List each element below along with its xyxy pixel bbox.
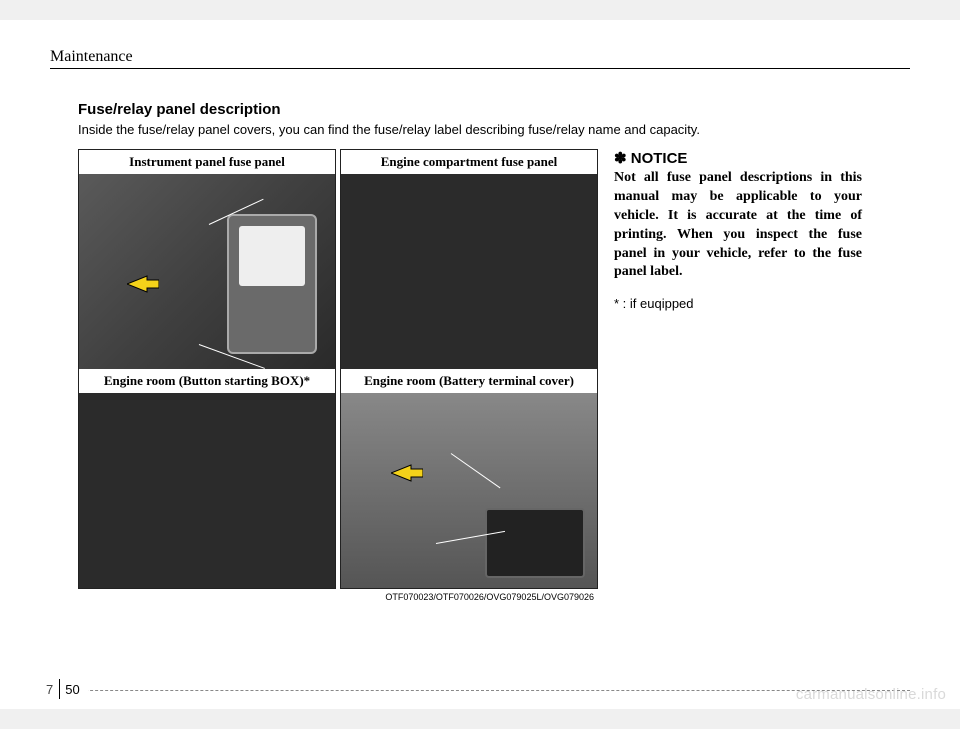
notice-body: Not all fuse panel descriptions in this …	[614, 169, 862, 282]
section-title: Fuse/relay panel description	[78, 101, 910, 118]
image-reference-code: OTF070023/OTF070026/OVG079025L/OVG079026	[340, 589, 598, 602]
notice-footnote: * : if euqipped	[614, 296, 862, 311]
image-engine-room-battery	[341, 393, 597, 588]
page-number: 50	[63, 682, 87, 697]
page-header-title: Maintenance	[50, 48, 910, 66]
image-label-instrument-panel: Instrument panel fuse panel	[79, 150, 335, 174]
image-engine-room-button	[79, 393, 335, 588]
page-number-box: 7 50	[46, 679, 88, 699]
footer-dashed-line: 7 50	[50, 690, 910, 691]
chapter-number: 7	[46, 682, 59, 697]
image-column-2: Engine compartment fuse panel Engine roo…	[340, 149, 598, 602]
notice-heading: ✽ NOTICE	[614, 149, 862, 167]
image-column-1: Instrument panel fuse panel Engine room …	[78, 149, 336, 602]
notice-column: ✽ NOTICE Not all fuse panel descriptions…	[602, 149, 862, 602]
fuse-panel-callout	[227, 214, 317, 354]
section-description: Inside the fuse/relay panel covers, you …	[78, 122, 910, 137]
manual-page: Maintenance Fuse/relay panel description…	[0, 20, 960, 709]
image-group-1: Instrument panel fuse panel Engine room …	[78, 149, 336, 589]
page-footer: 7 50	[50, 690, 910, 691]
battery-cover-callout	[485, 508, 585, 578]
image-group-2: Engine compartment fuse panel Engine roo…	[340, 149, 598, 589]
image-engine-compartment	[341, 174, 597, 369]
callout-line	[451, 453, 501, 488]
page-number-separator	[59, 679, 60, 699]
notice-title: NOTICE	[631, 150, 688, 167]
header-rule	[50, 68, 910, 69]
content-row: Instrument panel fuse panel Engine room …	[78, 149, 910, 602]
notice-symbol-icon: ✽	[614, 150, 627, 167]
image-instrument-panel	[79, 174, 335, 369]
image-label-engine-room-button: Engine room (Button starting BOX)*	[79, 369, 335, 393]
arrow-icon	[391, 463, 423, 483]
image-label-engine-compartment: Engine compartment fuse panel	[341, 150, 597, 174]
arrow-icon	[127, 274, 159, 294]
image-label-engine-room-battery: Engine room (Battery terminal cover)	[341, 369, 597, 393]
